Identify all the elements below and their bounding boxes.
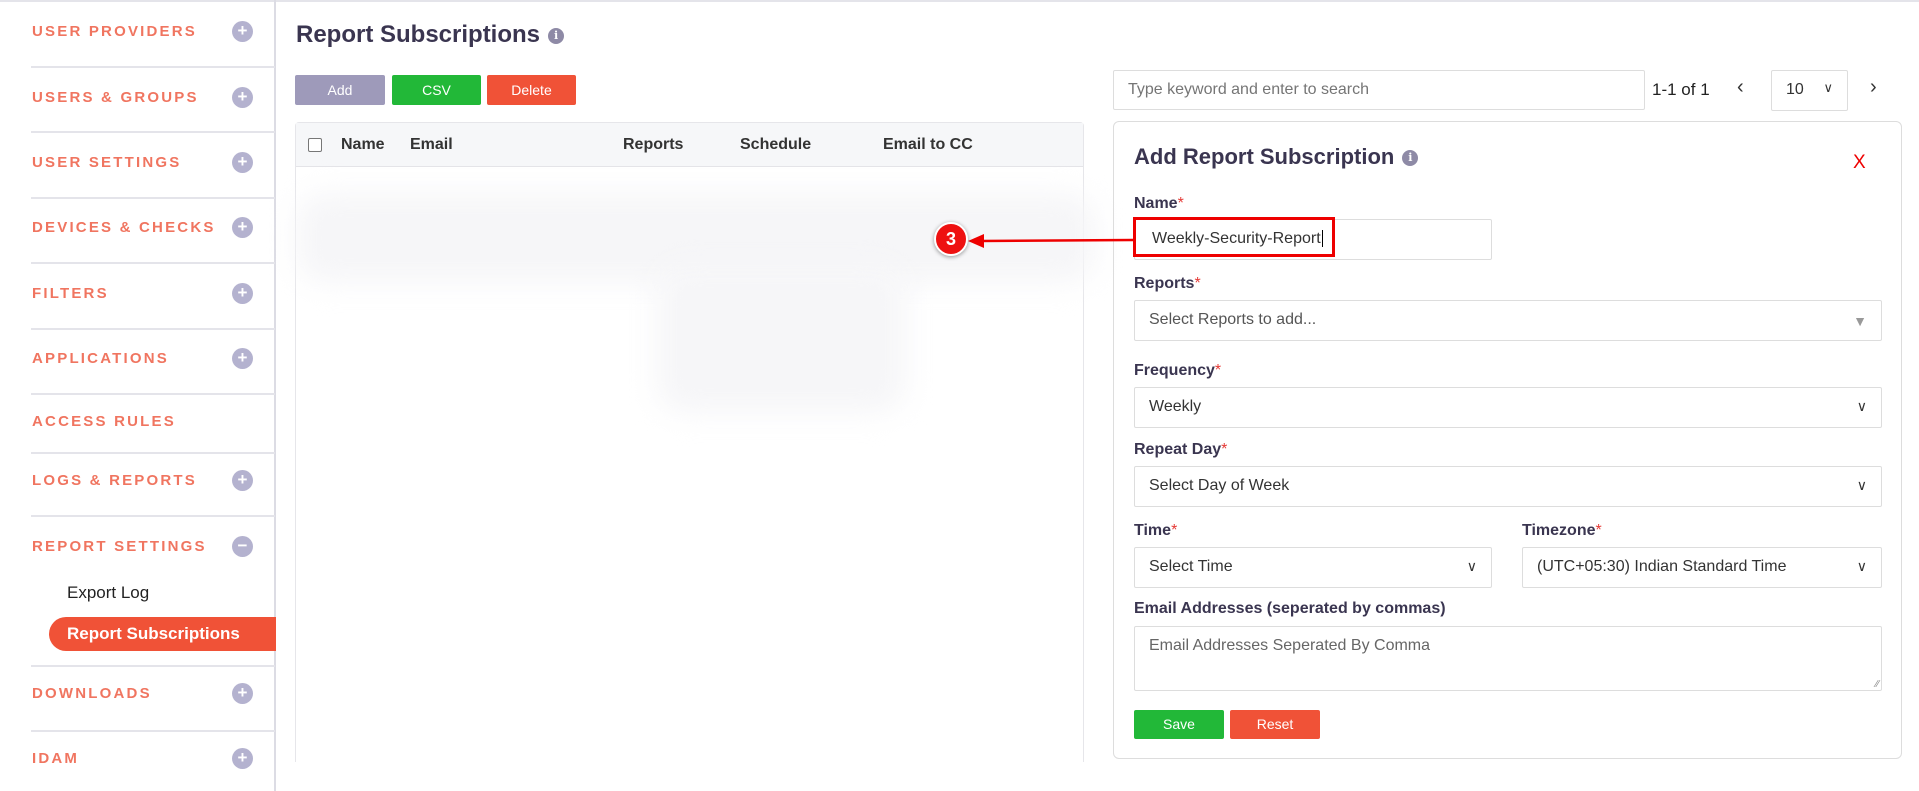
- sidebar-item-applications[interactable]: APPLICATIONS: [32, 350, 169, 367]
- page-size-select[interactable]: 10 ∨: [1771, 70, 1848, 111]
- add-subscription-panel: Add Report Subscription i X Name* Weekly-…: [1113, 121, 1902, 759]
- time-label: Time*: [1134, 522, 1178, 539]
- info-icon[interactable]: i: [1402, 150, 1419, 166]
- plus-icon[interactable]: +: [232, 470, 253, 491]
- email-placeholder: Email Addresses Seperated By Comma: [1149, 637, 1431, 654]
- name-value: Weekly-Security-Report: [1152, 230, 1321, 247]
- repeat-day-label: Repeat Day*: [1134, 441, 1228, 458]
- sidebar-subitem-label: Report Subscriptions: [67, 624, 240, 643]
- panel-title: Add Report Subscription i: [1134, 144, 1419, 170]
- column-reports[interactable]: Reports: [623, 136, 684, 153]
- caret-down-icon: ▼: [1853, 313, 1867, 329]
- divider: [31, 665, 275, 667]
- top-border: [0, 0, 1919, 2]
- email-textarea[interactable]: Email Addresses Seperated By Comma ∕∕: [1134, 626, 1882, 691]
- name-label: Name*: [1134, 195, 1184, 212]
- blurred-row: [656, 263, 906, 413]
- sidebar-item-downloads[interactable]: DOWNLOADS: [32, 685, 152, 702]
- sidebar-item-devices-checks[interactable]: DEVICES & CHECKS: [32, 219, 216, 236]
- timezone-value: (UTC+05:30) Indian Standard Time: [1537, 558, 1787, 575]
- frequency-label: Frequency*: [1134, 362, 1222, 379]
- save-button[interactable]: Save: [1134, 710, 1224, 739]
- add-button[interactable]: Add: [295, 75, 385, 105]
- frequency-value: Weekly: [1149, 398, 1202, 415]
- column-email-cc[interactable]: Email to CC: [883, 136, 973, 153]
- annotation-arrow: [968, 234, 1134, 248]
- info-icon[interactable]: i: [548, 28, 565, 44]
- divider: [31, 262, 275, 264]
- csv-button[interactable]: CSV: [392, 75, 481, 105]
- plus-icon[interactable]: +: [232, 152, 253, 173]
- step-badge: 3: [934, 222, 968, 256]
- divider: [31, 197, 275, 199]
- divider: [31, 131, 275, 133]
- page-title-text: Report Subscriptions: [296, 21, 541, 48]
- repeat-day-value: Select Day of Week: [1149, 477, 1290, 494]
- plus-icon[interactable]: +: [232, 21, 253, 42]
- sidebar-item-logs-reports[interactable]: LOGS & REPORTS: [32, 472, 197, 489]
- sidebar-item-idam[interactable]: IDAM: [32, 750, 80, 767]
- reports-placeholder: Select Reports to add...: [1149, 311, 1317, 328]
- sidebar-subitem-export-log[interactable]: Export Log: [67, 583, 150, 602]
- reports-select[interactable]: Select Reports to add... ▼: [1134, 300, 1882, 341]
- column-name[interactable]: Name: [341, 136, 385, 153]
- divider: [31, 66, 275, 68]
- sidebar: USER PROVIDERS + USERS & GROUPS + USER S…: [0, 0, 276, 791]
- divider: [31, 515, 275, 517]
- plus-icon[interactable]: +: [232, 348, 253, 369]
- column-schedule[interactable]: Schedule: [740, 136, 812, 153]
- sidebar-item-report-settings[interactable]: REPORT SETTINGS: [32, 538, 207, 555]
- time-value: Select Time: [1149, 558, 1233, 575]
- sidebar-item-users-groups[interactable]: USERS & GROUPS: [32, 89, 199, 106]
- chevron-down-icon: ∨: [1856, 477, 1867, 493]
- page-size-value: 10: [1786, 81, 1804, 98]
- arrow-line: [979, 238, 1134, 243]
- divider: [31, 452, 275, 454]
- close-button[interactable]: X: [1853, 152, 1866, 173]
- chevron-down-icon: ∨: [1856, 398, 1867, 414]
- prev-page-icon[interactable]: ‹: [1737, 76, 1744, 98]
- time-select[interactable]: Select Time ∨: [1134, 547, 1492, 588]
- chevron-down-icon: ∨: [1856, 558, 1867, 574]
- panel-title-text: Add Report Subscription: [1134, 144, 1395, 169]
- plus-icon[interactable]: +: [232, 683, 253, 704]
- delete-button[interactable]: Delete: [487, 75, 576, 105]
- search-input[interactable]: [1113, 70, 1645, 110]
- reports-label: Reports*: [1134, 275, 1201, 292]
- minus-icon[interactable]: −: [232, 536, 253, 557]
- select-all-checkbox[interactable]: [308, 138, 322, 152]
- frequency-select[interactable]: Weekly ∨: [1134, 387, 1882, 428]
- chevron-down-icon: ∨: [1466, 558, 1477, 574]
- resize-handle-icon[interactable]: ∕∕: [1875, 679, 1879, 690]
- highlight-box: [1133, 217, 1335, 257]
- email-label: Email Addresses (seperated by commas): [1134, 600, 1446, 617]
- timezone-select[interactable]: (UTC+05:30) Indian Standard Time ∨: [1522, 547, 1882, 588]
- plus-icon[interactable]: +: [232, 283, 253, 304]
- arrow-head: [968, 234, 984, 248]
- table-header: Name Email Reports Schedule Email to CC: [296, 123, 1083, 167]
- sidebar-item-user-providers[interactable]: USER PROVIDERS: [32, 23, 197, 40]
- page-title: Report Subscriptions i: [296, 21, 565, 49]
- divider: [31, 393, 275, 395]
- chevron-down-icon: ∨: [1823, 80, 1833, 95]
- sidebar-item-filters[interactable]: FILTERS: [32, 285, 109, 302]
- next-page-icon[interactable]: ›: [1870, 76, 1877, 98]
- sidebar-item-access-rules[interactable]: ACCESS RULES: [32, 413, 176, 430]
- timezone-label: Timezone*: [1522, 522, 1602, 539]
- reset-button[interactable]: Reset: [1230, 710, 1320, 739]
- plus-icon[interactable]: +: [232, 748, 253, 769]
- plus-icon[interactable]: +: [232, 87, 253, 108]
- sidebar-subitem-report-subscriptions[interactable]: Report Subscriptions: [49, 617, 276, 651]
- pagination-range: 1-1 of 1: [1652, 80, 1710, 99]
- column-email[interactable]: Email: [410, 136, 453, 153]
- plus-icon[interactable]: +: [232, 217, 253, 238]
- divider: [31, 328, 275, 330]
- sidebar-item-user-settings[interactable]: USER SETTINGS: [32, 154, 182, 171]
- repeat-day-select[interactable]: Select Day of Week ∨: [1134, 466, 1882, 507]
- name-input[interactable]: Weekly-Security-Report: [1134, 219, 1492, 260]
- divider: [31, 730, 275, 732]
